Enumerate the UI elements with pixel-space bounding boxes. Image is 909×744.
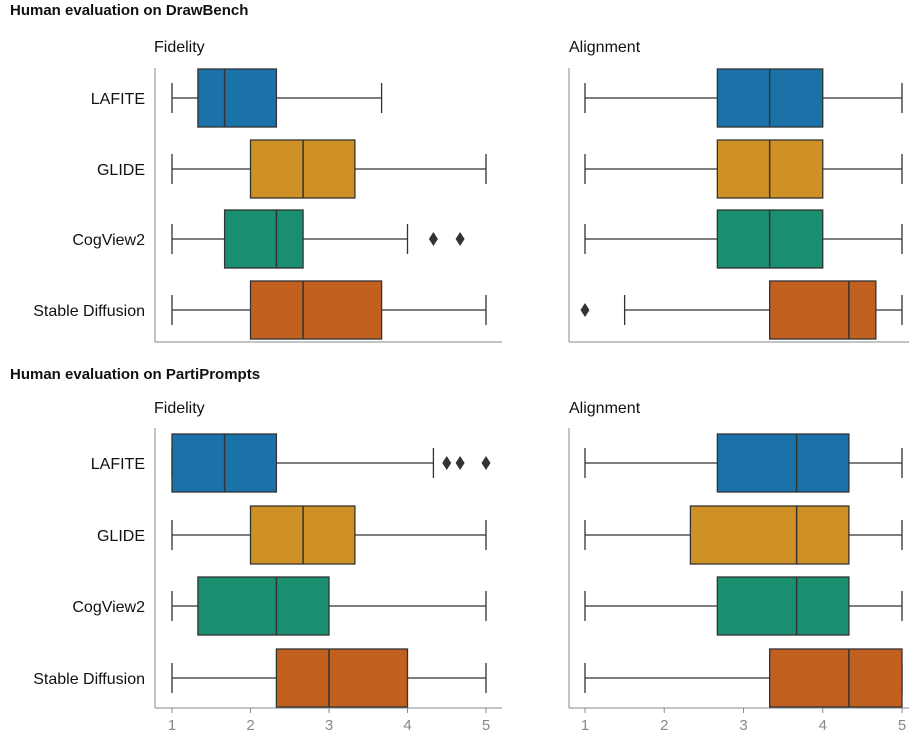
y-tick-label: Stable Diffusion: [33, 671, 145, 688]
iqr-box: [716, 433, 850, 493]
y-tick-label: LAFITE: [91, 91, 145, 108]
x-tick-label: 3: [739, 717, 747, 734]
box-lafite: LAFITE: [91, 68, 383, 128]
box-stable-diffusion: [580, 280, 903, 340]
x-tick-label: 1: [581, 717, 589, 734]
outlier-marker: [428, 232, 438, 246]
y-tick-label: Stable Diffusion: [33, 303, 145, 320]
panel-title: Alignment: [569, 400, 641, 417]
iqr-box: [197, 68, 278, 128]
y-tick-label: CogView2: [72, 232, 145, 249]
panel-2: Alignment: [568, 39, 909, 343]
iqr-box: [223, 209, 304, 269]
box-cogview2: CogView2: [72, 209, 465, 269]
outlier-marker: [455, 456, 465, 470]
y-tick-label: CogView2: [72, 599, 145, 616]
box-stable-diffusion: Stable Diffusion: [33, 280, 487, 340]
iqr-box: [769, 280, 877, 340]
outlier-marker: [455, 232, 465, 246]
y-tick-label: LAFITE: [91, 456, 145, 473]
x-tick-label: 4: [403, 717, 411, 734]
section-title-partiprompts: Human evaluation on PartiPrompts: [10, 366, 261, 383]
box-stable-diffusion: Stable Diffusion: [33, 648, 487, 708]
panel-title: Fidelity: [154, 400, 205, 417]
panel-title: Fidelity: [154, 39, 205, 56]
panel-title: Alignment: [569, 39, 641, 56]
x-tick-label: 2: [246, 717, 254, 734]
box-glide: [584, 139, 903, 199]
x-tick-label: 5: [898, 717, 906, 734]
x-tick-label: 3: [325, 717, 333, 734]
iqr-box: [249, 280, 383, 340]
box-glide: GLIDE: [97, 505, 487, 565]
iqr-box: [275, 648, 409, 708]
box-cogview2: [584, 576, 903, 636]
x-tick-label: 5: [482, 717, 490, 734]
box-glide: GLIDE: [97, 139, 487, 199]
box-cogview2: [584, 209, 903, 269]
iqr-box: [689, 505, 850, 565]
box-stable-diffusion: [584, 648, 903, 708]
panel-1: Fidelity LAFITE GLIDE CogView2 Stable Diffus…: [33, 39, 502, 343]
x-tick-label: 1: [168, 717, 176, 734]
panel-3: Fidelity 1 2 3 4 5 LAFITE GLIDE CogView2 Stable D…: [33, 400, 502, 734]
y-tick-label: GLIDE: [97, 528, 145, 545]
box-glide: [584, 505, 903, 565]
box-lafite: LAFITE: [91, 433, 491, 493]
section-title-drawbench: Human evaluation on DrawBench: [10, 2, 249, 19]
iqr-box: [716, 576, 850, 636]
box-cogview2: CogView2: [72, 576, 487, 636]
iqr-box: [769, 648, 903, 708]
box-lafite: [584, 433, 903, 493]
box-lafite: [584, 68, 903, 128]
outlier-marker: [442, 456, 452, 470]
outlier-marker: [580, 303, 590, 317]
iqr-box: [197, 576, 330, 636]
x-tick-label: 2: [660, 717, 668, 734]
y-tick-label: GLIDE: [97, 162, 145, 179]
x-tick-label: 4: [819, 717, 827, 734]
panel-4: Alignment 1 2 3 4 5: [568, 400, 909, 734]
outlier-marker: [481, 456, 491, 470]
